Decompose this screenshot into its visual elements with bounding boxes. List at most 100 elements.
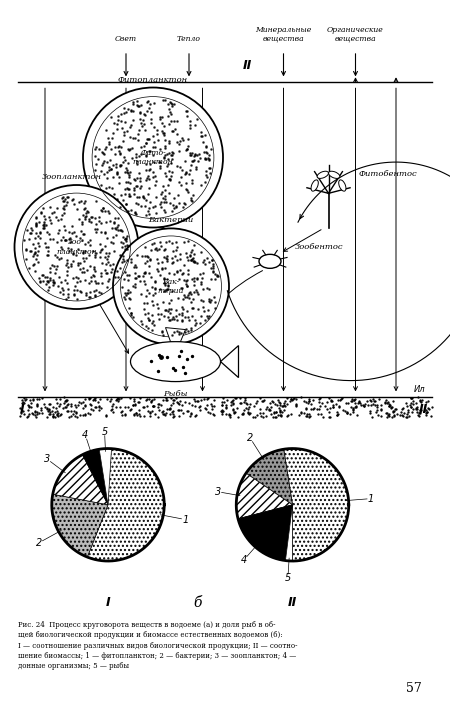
Point xyxy=(144,322,151,334)
Point xyxy=(81,203,89,214)
Point xyxy=(70,409,77,420)
Point xyxy=(103,281,110,292)
Point xyxy=(181,155,189,167)
Point xyxy=(71,289,78,300)
Point xyxy=(86,392,93,404)
Point xyxy=(150,319,158,331)
Point xyxy=(109,400,116,412)
Point xyxy=(150,237,157,248)
Point xyxy=(108,236,115,248)
Point xyxy=(194,303,201,314)
Point xyxy=(94,397,101,408)
Point xyxy=(126,144,133,155)
Point xyxy=(162,279,169,291)
Point xyxy=(100,157,107,168)
Point xyxy=(165,305,172,316)
Point xyxy=(32,247,39,258)
Point xyxy=(117,115,125,127)
Point xyxy=(92,248,99,259)
Point xyxy=(183,110,190,122)
Point xyxy=(316,392,324,403)
Point xyxy=(107,405,114,416)
Point xyxy=(102,124,109,135)
Point xyxy=(48,405,55,417)
Point xyxy=(104,250,112,261)
Point xyxy=(266,405,273,416)
Point xyxy=(370,393,377,405)
Point xyxy=(32,409,39,420)
Point xyxy=(310,403,317,415)
Point xyxy=(136,172,144,183)
Point xyxy=(373,407,380,418)
Point xyxy=(54,397,61,408)
Point xyxy=(146,260,153,271)
Point xyxy=(307,403,314,415)
Wedge shape xyxy=(53,455,108,505)
Point xyxy=(194,273,201,284)
Point xyxy=(130,399,137,410)
Point xyxy=(142,150,149,162)
Point xyxy=(145,251,152,263)
Point xyxy=(144,170,151,181)
Point xyxy=(228,395,235,407)
Point xyxy=(309,395,316,406)
Point xyxy=(130,182,137,193)
Point xyxy=(45,250,52,261)
Point xyxy=(171,115,178,127)
Point xyxy=(92,218,99,229)
Point xyxy=(140,193,147,204)
Point xyxy=(188,246,195,258)
Point xyxy=(143,195,150,206)
Point xyxy=(66,246,73,257)
Point xyxy=(220,405,227,417)
Point xyxy=(72,410,79,422)
Point xyxy=(116,147,123,158)
Point xyxy=(180,198,187,209)
Point xyxy=(44,276,51,288)
Point xyxy=(159,94,166,105)
Point xyxy=(132,180,140,192)
Point xyxy=(112,401,120,412)
Text: 2: 2 xyxy=(36,538,42,548)
Point xyxy=(45,276,52,287)
Point xyxy=(69,248,76,259)
Point xyxy=(392,404,400,415)
Point xyxy=(129,281,136,292)
Point xyxy=(167,106,174,117)
Point xyxy=(127,307,135,319)
Point xyxy=(161,127,168,139)
Point xyxy=(53,263,60,275)
Point xyxy=(127,166,134,178)
Point xyxy=(90,245,97,256)
Text: Рис. 24  Процесс круговорота веществ в водоеме (а) и доля рыб в об-
щей биологич: Рис. 24 Процесс круговорота веществ в во… xyxy=(18,621,297,670)
Point xyxy=(81,198,88,209)
Point xyxy=(140,303,148,314)
Point xyxy=(72,401,80,412)
Point xyxy=(188,274,195,285)
Point xyxy=(351,394,358,405)
Point xyxy=(161,408,168,420)
Point xyxy=(46,263,53,274)
Point xyxy=(84,205,91,216)
Point xyxy=(151,137,158,148)
Point xyxy=(36,394,43,405)
Point xyxy=(303,410,310,422)
Point xyxy=(268,401,275,412)
Point xyxy=(153,207,160,218)
Point xyxy=(47,408,54,420)
Point xyxy=(60,397,67,408)
Point xyxy=(181,260,188,271)
Text: Органические
вещества: Органические вещества xyxy=(327,26,384,43)
Point xyxy=(241,396,248,407)
Point xyxy=(166,315,174,326)
Point xyxy=(43,226,50,238)
Point xyxy=(113,393,121,405)
Point xyxy=(73,276,80,288)
Point xyxy=(112,141,119,153)
Point xyxy=(40,398,48,410)
Point xyxy=(152,276,159,288)
Point xyxy=(106,248,113,259)
Point xyxy=(417,405,424,416)
Point xyxy=(47,266,54,277)
Point xyxy=(206,293,213,304)
